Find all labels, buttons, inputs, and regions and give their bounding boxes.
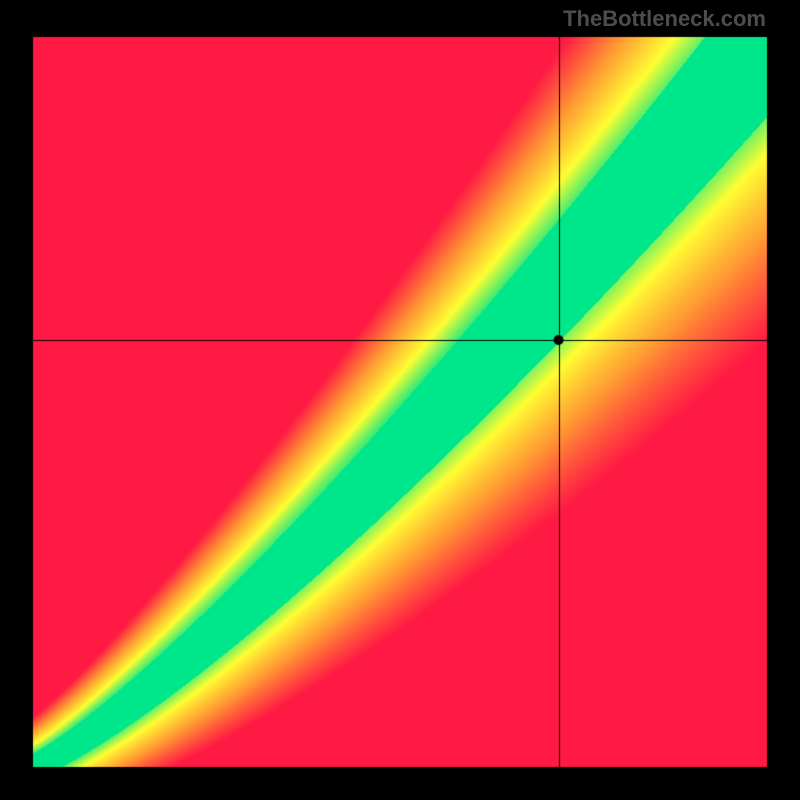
chart-container: TheBottleneck.com [0, 0, 800, 800]
bottleneck-heatmap-canvas [0, 0, 800, 800]
watermark-label: TheBottleneck.com [563, 6, 766, 32]
